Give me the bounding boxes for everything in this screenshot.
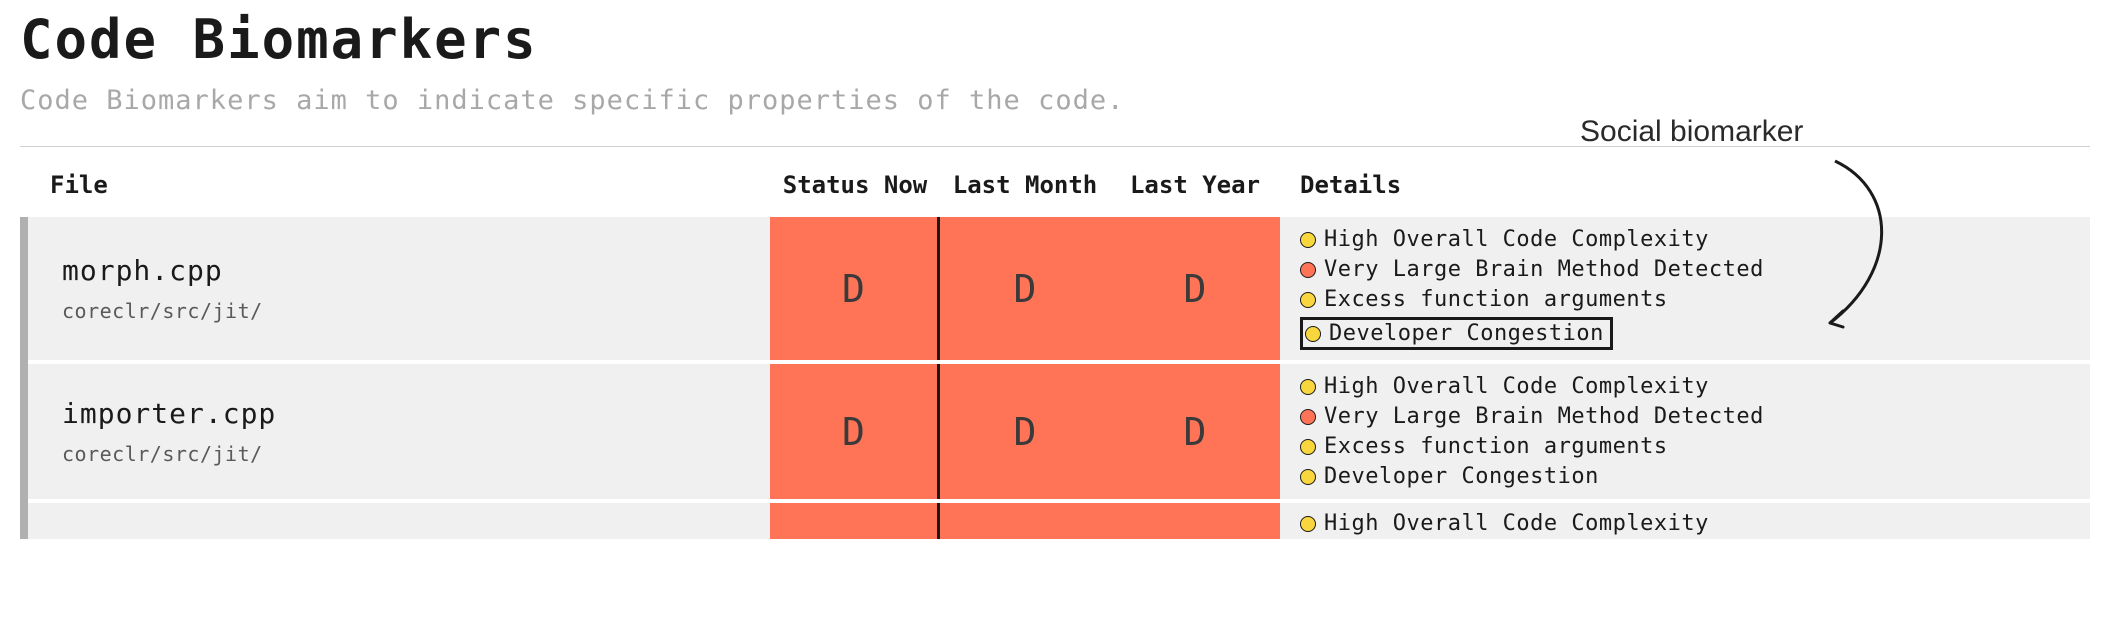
cell-file: importer.cpp coreclr/src/jit/ bbox=[28, 364, 770, 499]
file-path: coreclr/src/jit/ bbox=[62, 299, 770, 323]
severity-dot-icon bbox=[1300, 469, 1316, 485]
annotation-label: Social biomarker bbox=[1580, 115, 1803, 149]
file-path: coreclr/src/jit/ bbox=[62, 442, 770, 466]
severity-dot-icon bbox=[1300, 379, 1316, 395]
table-row[interactable]: High Overall Code Complexity bbox=[28, 503, 2090, 539]
highlighted-detail: Developer Congestion bbox=[1300, 317, 1613, 350]
detail-item[interactable]: Very Large Brain Method Detected bbox=[1300, 257, 2090, 282]
detail-item[interactable]: High Overall Code Complexity bbox=[1300, 374, 2090, 399]
detail-label: Excess function arguments bbox=[1324, 434, 1668, 459]
grade-last-year: D bbox=[1110, 364, 1280, 499]
page-subtitle: Code Biomarkers aim to indicate specific… bbox=[20, 85, 2090, 116]
severity-dot-icon bbox=[1300, 292, 1316, 308]
table-row[interactable]: importer.cppcoreclr/src/jit/DDDHigh Over… bbox=[28, 364, 2090, 499]
detail-label: High Overall Code Complexity bbox=[1324, 374, 1709, 399]
table-header-row: File Status Now Last Month Last Year Det… bbox=[20, 171, 2090, 217]
cell-file: morph.cpp coreclr/src/jit/ bbox=[28, 217, 770, 360]
grade-last-month bbox=[940, 503, 1110, 539]
grade-status-now: D bbox=[770, 217, 940, 360]
grade-status-now bbox=[770, 503, 940, 539]
detail-item[interactable]: Excess function arguments bbox=[1300, 434, 2090, 459]
cell-details: High Overall Code Complexity Very Large B… bbox=[1280, 217, 2090, 360]
biomarkers-table: Social biomarker File Status Now Last Mo… bbox=[20, 171, 2090, 539]
detail-item[interactable]: Very Large Brain Method Detected bbox=[1300, 404, 2090, 429]
detail-item[interactable]: High Overall Code Complexity bbox=[1300, 511, 2090, 536]
file-name[interactable]: morph.cpp bbox=[62, 254, 770, 287]
detail-label: Very Large Brain Method Detected bbox=[1324, 257, 1764, 282]
detail-label: Excess function arguments bbox=[1324, 287, 1668, 312]
grade-last-year: D bbox=[1110, 217, 1280, 360]
file-name[interactable]: importer.cpp bbox=[62, 397, 770, 430]
col-header-status-now[interactable]: Status Now bbox=[770, 171, 940, 199]
detail-label: High Overall Code Complexity bbox=[1324, 227, 1709, 252]
grade-last-year bbox=[1110, 503, 1280, 539]
severity-dot-icon bbox=[1300, 262, 1316, 278]
col-header-last-month[interactable]: Last Month bbox=[940, 171, 1110, 199]
detail-item[interactable]: High Overall Code Complexity bbox=[1300, 227, 2090, 252]
grade-last-month: D bbox=[940, 364, 1110, 499]
severity-dot-icon bbox=[1300, 516, 1316, 532]
detail-label: Very Large Brain Method Detected bbox=[1324, 404, 1764, 429]
cell-details: High Overall Code Complexity Very Large B… bbox=[1280, 364, 2090, 499]
detail-label: Developer Congestion bbox=[1324, 464, 1599, 489]
detail-label: Developer Congestion bbox=[1329, 321, 1604, 346]
detail-item[interactable]: Excess function arguments bbox=[1300, 287, 2090, 312]
severity-dot-icon bbox=[1305, 326, 1321, 342]
col-header-file[interactable]: File bbox=[50, 171, 770, 199]
grade-status-now: D bbox=[770, 364, 940, 499]
cell-file bbox=[28, 503, 770, 539]
severity-dot-icon bbox=[1300, 439, 1316, 455]
detail-item[interactable]: Developer Congestion bbox=[1300, 464, 2090, 489]
detail-label: High Overall Code Complexity bbox=[1324, 511, 1709, 536]
severity-dot-icon bbox=[1300, 232, 1316, 248]
cell-details: High Overall Code Complexity bbox=[1280, 503, 2090, 539]
grade-last-month: D bbox=[940, 217, 1110, 360]
col-header-last-year[interactable]: Last Year bbox=[1110, 171, 1280, 199]
table-row[interactable]: morph.cppcoreclr/src/jit/DDDHigh Overall… bbox=[28, 217, 2090, 360]
col-header-details[interactable]: Details bbox=[1280, 171, 2090, 199]
page-title: Code Biomarkers bbox=[20, 8, 2090, 71]
severity-dot-icon bbox=[1300, 409, 1316, 425]
detail-item[interactable]: Developer Congestion bbox=[1305, 321, 1604, 346]
